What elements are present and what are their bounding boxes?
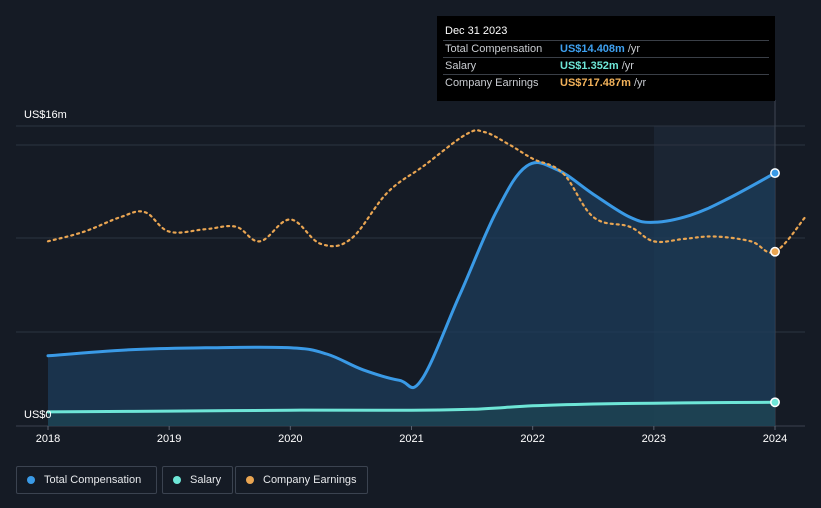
company-earnings-marker[interactable]: [770, 246, 780, 257]
x-tick-label: 2019: [157, 433, 181, 445]
tooltip-unit: /yr: [621, 60, 634, 72]
tooltip-unit: /yr: [633, 77, 647, 89]
total-compensation-marker[interactable]: [770, 168, 780, 179]
series-layer: [46, 129, 807, 426]
legend-dot-icon: [173, 476, 181, 484]
tooltip: Dec 31 2023 Total Compensation US$14.408…: [437, 16, 775, 101]
x-tick-label: 2021: [399, 433, 423, 445]
tooltip-unit: /yr: [627, 43, 641, 55]
legend-item-total-compensation[interactable]: Total Compensation: [16, 466, 157, 494]
legend-dot-icon: [246, 476, 254, 484]
salary-area: [48, 402, 775, 426]
x-tick-label: 2023: [642, 433, 666, 445]
tooltip-date: Dec 31 2023: [445, 25, 508, 37]
salary-marker[interactable]: [770, 397, 780, 408]
points-layer: [770, 168, 780, 408]
legend-item-salary[interactable]: Salary: [162, 466, 233, 494]
legend-label: Company Earnings: [263, 474, 357, 486]
tooltip-value: US$1.352m/yr: [560, 60, 634, 72]
legend-item-company-earnings[interactable]: Company Earnings: [235, 466, 368, 494]
tooltip-value: US$14.408m/yr: [560, 43, 641, 55]
x-tick-label: 2022: [520, 433, 544, 445]
salary-line: [46, 400, 777, 414]
total-compensation-line: [46, 161, 777, 390]
tooltip-label: Total Compensation: [445, 43, 543, 55]
tooltip-row-salary: Salary US$1.352m/yr: [443, 57, 769, 75]
legend-dot-icon: [27, 476, 35, 484]
y-axis-label-min: US$0: [24, 409, 52, 421]
tooltip-row-company-earnings: Company Earnings US$717.487m/yr: [443, 74, 769, 92]
total-compensation-area: [48, 162, 775, 426]
x-tick-label: 2024: [763, 433, 787, 445]
y-axis-label-max: US$16m: [24, 109, 67, 121]
x-tick-label: 2020: [278, 433, 302, 445]
x-axis: 2018 2019 2020 2021 2022 2023 2024: [36, 426, 787, 445]
tooltip-label: Salary: [445, 60, 477, 72]
tooltip-value: US$717.487m/yr: [560, 77, 647, 89]
legend-label: Salary: [190, 474, 222, 486]
legend-label: Total Compensation: [44, 474, 142, 486]
x-tick-label: 2018: [36, 433, 60, 445]
tooltip-label: Company Earnings: [445, 77, 539, 89]
tooltip-row-total-compensation: Total Compensation US$14.408m/yr: [443, 40, 769, 58]
